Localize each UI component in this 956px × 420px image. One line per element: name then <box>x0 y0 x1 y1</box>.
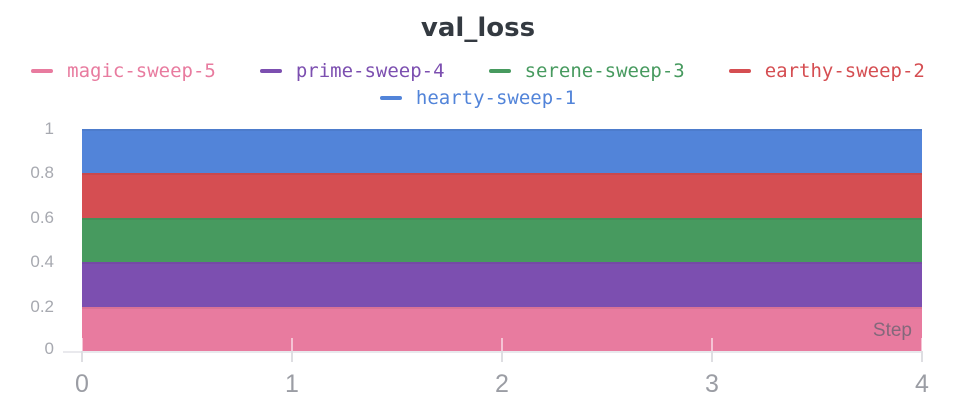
y-tick-label-0.4: 0.4 <box>30 252 54 271</box>
line-swatch-icon <box>379 96 402 100</box>
x-tick-mark <box>711 351 713 362</box>
legend-row-1: magic-sweep-5 prime-sweep-4 serene-sweep… <box>31 58 925 84</box>
legend-label: earthy-sweep-2 <box>764 60 925 82</box>
y-tick-label-0.2: 0.2 <box>30 297 54 316</box>
y-tick-label-0: 0 <box>44 339 54 358</box>
x-tick-mark <box>921 351 923 362</box>
x-tick-mark <box>291 351 293 362</box>
y-tick-label-0.6: 0.6 <box>30 208 54 227</box>
x-tick-mark <box>81 338 83 351</box>
band-hearty-sweep-1 <box>82 129 922 174</box>
y-tick-label-0.8: 0.8 <box>30 163 54 182</box>
plot-area[interactable]: Step <box>82 129 922 352</box>
x-tick-label-3: 3 <box>705 370 719 398</box>
legend-item-prime-sweep-4[interactable]: prime-sweep-4 <box>259 58 445 84</box>
band-prime-sweep-4 <box>82 262 922 307</box>
line-swatch-icon <box>728 69 751 73</box>
legend-item-earthy-sweep-2[interactable]: earthy-sweep-2 <box>728 58 925 84</box>
x-tick-mark <box>921 338 923 351</box>
line-swatch-icon <box>31 69 54 73</box>
line-swatch-icon <box>488 69 511 73</box>
x-tick-label-1: 1 <box>285 370 299 398</box>
band-serene-sweep-3 <box>82 217 922 263</box>
legend-label: magic-sweep-5 <box>67 60 216 82</box>
legend-label: hearty-sweep-1 <box>415 87 577 109</box>
legend-label: serene-sweep-3 <box>524 60 685 82</box>
x-tick-label-0: 0 <box>75 370 89 398</box>
legend-item-hearty-sweep-1[interactable]: hearty-sweep-1 <box>379 85 577 111</box>
chart-title: val_loss <box>420 13 536 43</box>
legend-item-serene-sweep-3[interactable]: serene-sweep-3 <box>488 58 685 84</box>
x-tick-mark <box>501 338 503 351</box>
x-tick-label-4: 4 <box>915 370 929 398</box>
line-swatch-icon <box>259 69 282 73</box>
band-earthy-sweep-2 <box>82 173 922 218</box>
y-tick-label-1: 1 <box>44 119 54 138</box>
legend-row-2: hearty-sweep-1 <box>379 85 577 111</box>
x-tick-mark <box>501 351 503 362</box>
legend-label: prime-sweep-4 <box>295 60 445 82</box>
x-tick-label-2: 2 <box>495 370 509 398</box>
legend-item-magic-sweep-5[interactable]: magic-sweep-5 <box>31 58 216 84</box>
x-tick-mark <box>81 351 83 362</box>
x-axis-title: Step <box>872 320 912 341</box>
legend: magic-sweep-5 prime-sweep-4 serene-sweep… <box>0 58 956 111</box>
x-tick-mark <box>291 338 293 351</box>
x-tick-mark <box>711 338 713 351</box>
x-axis-line <box>63 351 923 353</box>
